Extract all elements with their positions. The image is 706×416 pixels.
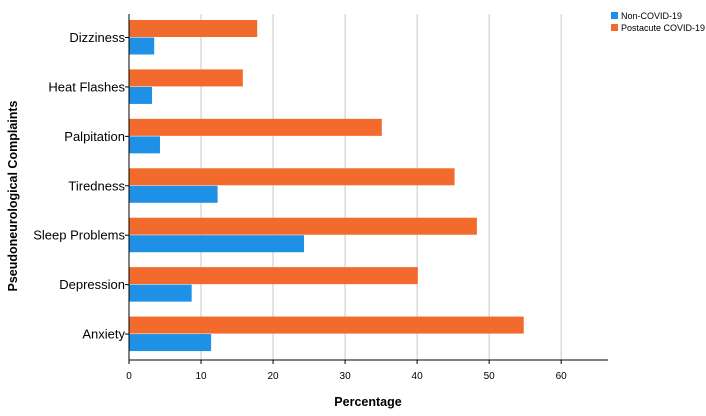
category-label: Palpitation	[64, 129, 125, 144]
axes	[125, 14, 608, 364]
category-labels: Dizziness Heat Flashes Palpitation Tirednes…	[33, 30, 125, 342]
bar-postacute-covid-19-palpitation	[129, 118, 382, 136]
bar-postacute-covid-19-dizziness	[129, 20, 258, 37]
legend-label: Non-COVID-19	[621, 11, 682, 21]
y-axis-title: Pseudoneurological Complaints	[6, 100, 20, 291]
legend-label: Postacute COVID-19	[621, 23, 705, 33]
bar-non-covid-19-dizziness	[129, 37, 155, 55]
bar-non-covid-19-sleep-problems	[129, 235, 305, 253]
bar-postacute-covid-19-sleep-problems	[129, 217, 477, 235]
category-label: Sleep Problems	[33, 228, 125, 243]
x-tick-label: 20	[267, 371, 279, 382]
grid-lines	[200, 14, 562, 360]
x-tick-label: 40	[412, 371, 424, 382]
bar-non-covid-19-anxiety	[129, 334, 212, 352]
legend-swatch	[611, 12, 618, 19]
legend: Non-COVID-19 Postacute COVID-19	[611, 11, 705, 33]
bar-non-covid-19-palpitation	[129, 136, 160, 154]
bar-postacute-covid-19-depression	[129, 267, 418, 285]
category-label: Dizziness	[69, 30, 125, 45]
x-tick-label: 0	[126, 371, 132, 382]
x-axis-title: Percentage	[334, 395, 401, 409]
category-label: Depression	[59, 277, 125, 292]
bar-postacute-covid-19-heat-flashes	[129, 69, 243, 87]
x-tick-label: 60	[556, 371, 568, 382]
bar-non-covid-19-tiredness	[129, 185, 218, 203]
category-label: Anxiety	[82, 327, 125, 342]
bar-non-covid-19-depression	[129, 284, 192, 302]
legend-swatch	[611, 24, 618, 31]
bar-non-covid-19-heat-flashes	[129, 86, 153, 104]
category-label: Tiredness	[68, 178, 125, 193]
x-tick-label: 10	[195, 371, 207, 382]
bar-postacute-covid-19-anxiety	[129, 316, 524, 334]
bars	[129, 20, 524, 352]
category-label: Heat Flashes	[48, 79, 125, 94]
x-tick-label: 50	[484, 371, 496, 382]
bar-postacute-covid-19-tiredness	[129, 168, 455, 186]
x-tick-labels: 0 10 20 30 40 50 60	[126, 371, 567, 382]
x-tick-label: 30	[340, 371, 352, 382]
